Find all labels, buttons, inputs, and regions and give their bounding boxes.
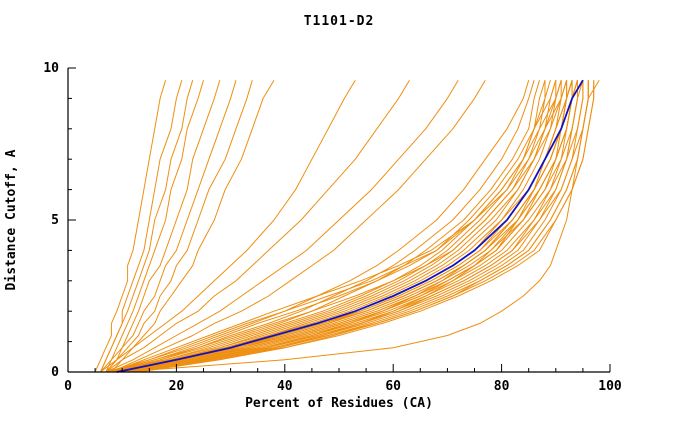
model-curve	[100, 80, 204, 373]
model-curve	[116, 80, 551, 373]
y-tick-label: 10	[43, 61, 59, 76]
model-curve	[111, 79, 275, 373]
x-tick-label: 0	[64, 379, 72, 394]
model-curve	[122, 80, 562, 373]
chart-title: T1101-D2	[303, 14, 375, 29]
model-curve	[116, 80, 546, 373]
model-curve	[116, 80, 568, 373]
model-curve	[100, 80, 194, 373]
model-curve	[111, 80, 568, 373]
model-curve	[100, 79, 356, 373]
model-curve	[94, 80, 167, 373]
model-curve	[111, 80, 557, 373]
model-curve	[127, 80, 584, 373]
x-axis-label: Percent of Residues (CA)	[245, 396, 433, 411]
model-curve	[105, 80, 253, 373]
model-curve	[105, 79, 459, 373]
model-curve	[111, 80, 540, 373]
model-curve	[105, 80, 530, 373]
y-tick-label: 0	[51, 365, 59, 380]
highlighted-model-curve	[116, 79, 584, 373]
y-tick-label: 5	[51, 213, 59, 228]
model-curve	[105, 79, 410, 373]
model-curve	[111, 79, 486, 373]
x-tick-label: 20	[169, 379, 185, 394]
model-curve	[122, 79, 600, 373]
x-tick-label: 80	[494, 379, 510, 394]
axes-layer: 0 20 40 60 80 100 0 5 10	[43, 61, 622, 394]
model-curve	[138, 80, 595, 373]
model-curve	[127, 80, 578, 373]
x-tick-label: 100	[598, 379, 622, 394]
curves-layer	[94, 79, 600, 373]
x-tick-label: 60	[385, 379, 401, 394]
model-curve	[105, 80, 237, 373]
model-curve	[132, 80, 584, 373]
model-curve	[111, 80, 562, 373]
model-curve	[105, 80, 221, 373]
x-tick-label: 40	[277, 379, 293, 394]
